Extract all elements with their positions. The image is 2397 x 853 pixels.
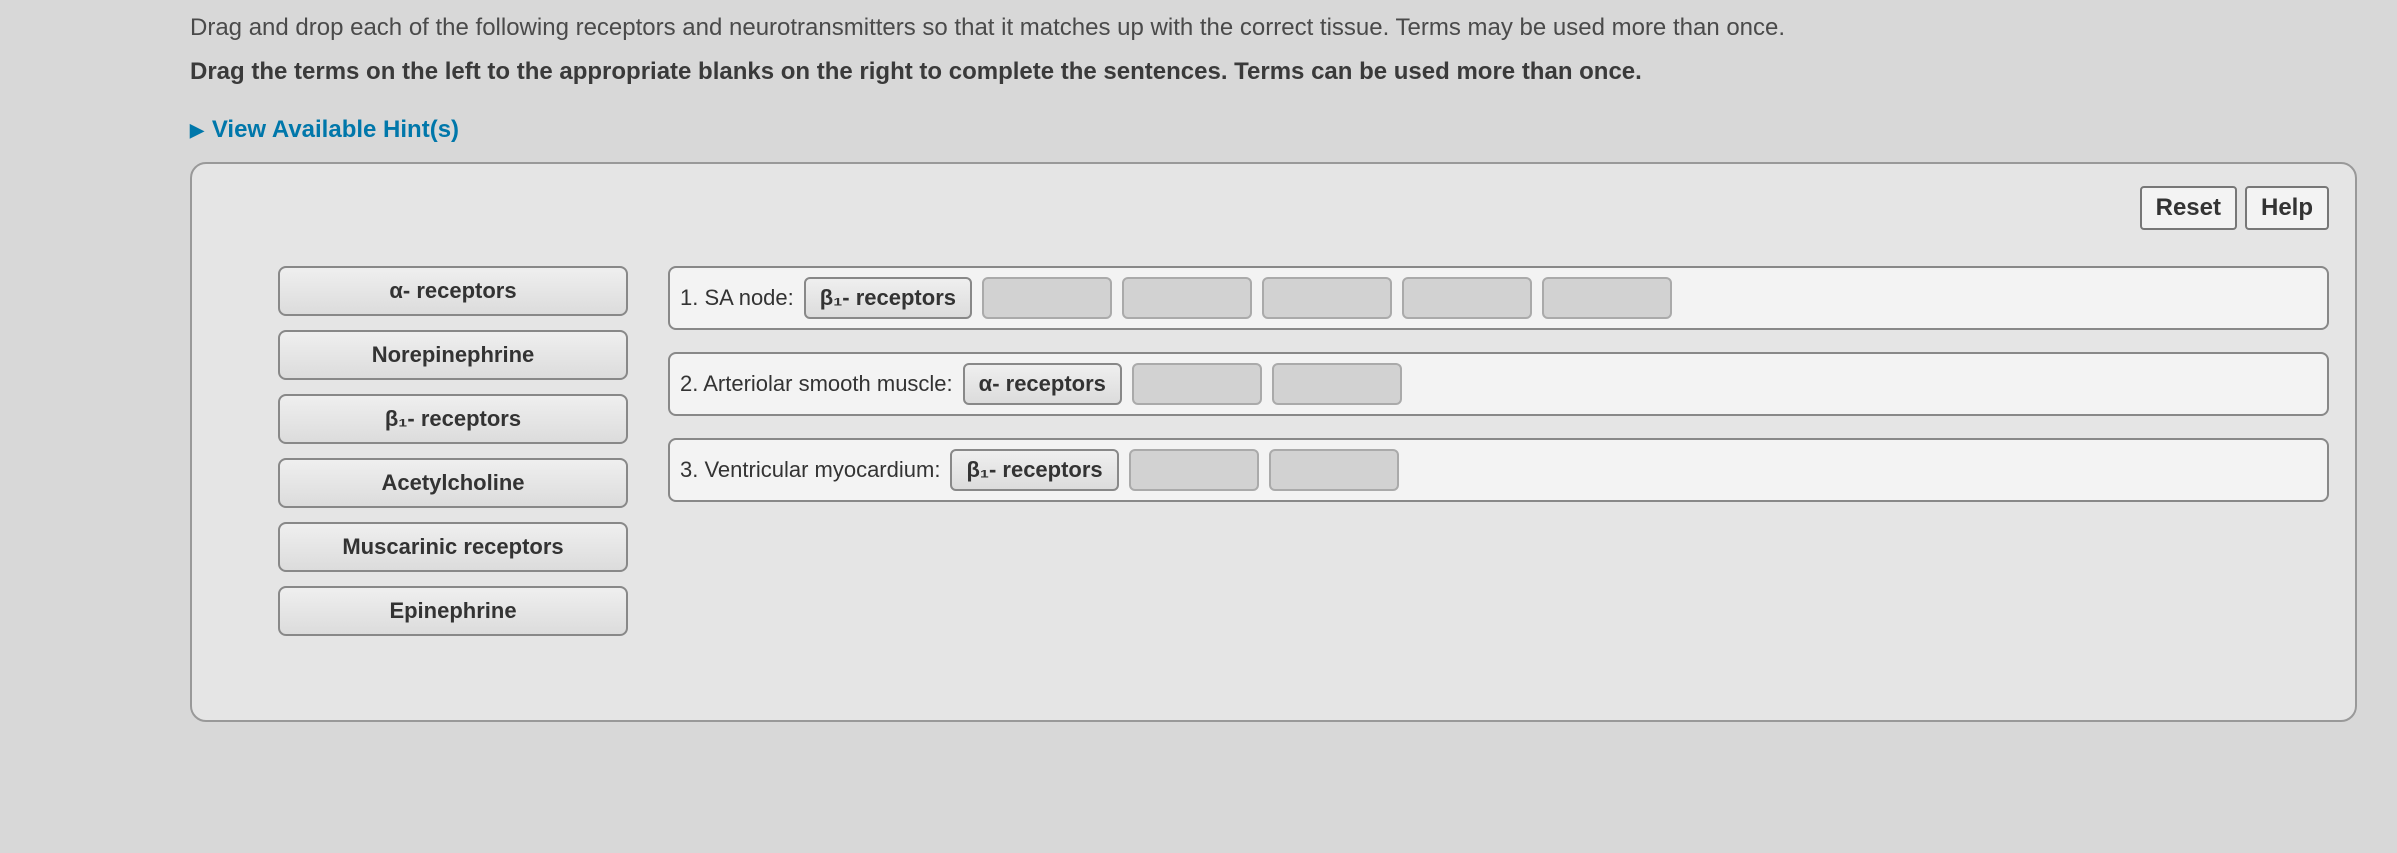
drop-blank[interactable] (1402, 277, 1532, 319)
drop-blank[interactable] (1272, 363, 1402, 405)
work-area: α- receptors Norepinephrine β₁- receptor… (218, 266, 2329, 636)
question-page: Drag and drop each of the following rece… (0, 0, 2397, 742)
term-epinephrine[interactable]: Epinephrine (278, 586, 628, 636)
term-muscarinic-receptors[interactable]: Muscarinic receptors (278, 522, 628, 572)
term-norepinephrine[interactable]: Norepinephrine (278, 330, 628, 380)
drop-blank[interactable] (982, 277, 1112, 319)
sentence-arteriolar: 2. Arteriolar smooth muscle: α- receptor… (668, 352, 2329, 416)
drop-blank[interactable] (1542, 277, 1672, 319)
sentence-ventricular: 3. Ventricular myocardium: β₁- receptors (668, 438, 2329, 502)
drop-blank[interactable] (1262, 277, 1392, 319)
drag-drop-panel: Reset Help α- receptors Norepinephrine β… (190, 162, 2357, 722)
reset-button[interactable]: Reset (2140, 186, 2237, 230)
term-acetylcholine[interactable]: Acetylcholine (278, 458, 628, 508)
drop-blank[interactable] (1129, 449, 1259, 491)
chevron-right-icon: ▶ (190, 120, 204, 141)
view-hints-toggle[interactable]: ▶ View Available Hint(s) (190, 116, 459, 144)
sentence-label: 1. SA node: (680, 285, 794, 311)
filled-slot[interactable]: β₁- receptors (950, 449, 1118, 491)
filled-slot[interactable]: β₁- receptors (804, 277, 972, 319)
sentence-label: 3. Ventricular myocardium: (680, 457, 940, 483)
drop-blank[interactable] (1122, 277, 1252, 319)
help-button[interactable]: Help (2245, 186, 2329, 230)
terms-column: α- receptors Norepinephrine β₁- receptor… (278, 266, 628, 636)
instruction-line-2: Drag the terms on the left to the approp… (190, 54, 2357, 90)
filled-slot[interactable]: α- receptors (963, 363, 1122, 405)
instruction-line-1: Drag and drop each of the following rece… (190, 10, 2357, 46)
drop-blank[interactable] (1132, 363, 1262, 405)
term-beta1-receptors[interactable]: β₁- receptors (278, 394, 628, 444)
sentences-column: 1. SA node: β₁- receptors 2. Arteriolar … (668, 266, 2329, 502)
sentence-sa-node: 1. SA node: β₁- receptors (668, 266, 2329, 330)
drop-blank[interactable] (1269, 449, 1399, 491)
panel-buttons: Reset Help (2140, 186, 2329, 230)
sentence-label: 2. Arteriolar smooth muscle: (680, 371, 953, 397)
term-alpha-receptors[interactable]: α- receptors (278, 266, 628, 316)
hints-label: View Available Hint(s) (212, 116, 459, 144)
